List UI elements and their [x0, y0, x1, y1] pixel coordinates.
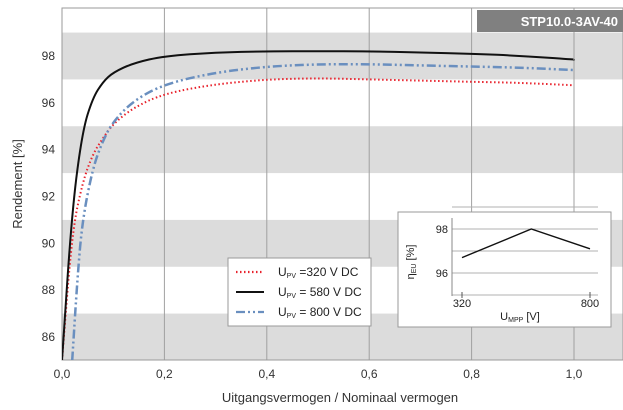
inset-chart: 96 98 320 800 ηEU [%] UMPP [V] [397, 206, 612, 328]
grid-band [62, 32, 623, 80]
efficiency-curves [62, 50, 576, 360]
x-axis-title: Uitgangsvermogen / Nominaal vermogen [222, 390, 458, 405]
legend-label: UPV = 580 V DC [278, 285, 362, 300]
y-axis-title: Rendement [%] [10, 139, 25, 229]
y-axis-ticks: 86 88 90 92 94 96 98 [42, 49, 56, 344]
x-axis-ticks: 0,0 0,2 0,4 0,6 0,8 1,0 [54, 367, 583, 381]
y-tick-label: 92 [42, 190, 56, 204]
x-tick-label: 0,0 [54, 367, 71, 381]
x-tick-label: 0,8 [463, 367, 480, 381]
y-tick-label: 88 [42, 283, 56, 297]
inset-series-line [461, 228, 591, 259]
inset-x-axis-title: UMPP [V] [500, 311, 540, 324]
model-label: STP10.0-3AV-40 [521, 14, 618, 29]
inset-y-tick-label: 96 [436, 268, 448, 280]
x-tick-label: 0,6 [361, 367, 378, 381]
inset-y-tick-label: 98 [436, 224, 448, 236]
y-tick-label: 94 [42, 143, 56, 157]
x-tick-label: 1,0 [566, 367, 583, 381]
x-tick-label: 0,4 [258, 367, 275, 381]
y-tick-label: 98 [42, 49, 56, 63]
plot-frame [61, 7, 623, 361]
y-tick-label: 86 [42, 330, 56, 344]
model-label-box [477, 10, 623, 32]
legend-label: UPV = 800 V DC [278, 305, 362, 320]
inset-x-tick-label: 800 [581, 298, 599, 310]
grid-band [62, 126, 623, 174]
y-tick-label: 96 [42, 96, 56, 110]
inset-box [397, 211, 612, 328]
series-line-2 [70, 62, 576, 360]
inset-y-axis-title: ηEU [%] [405, 245, 418, 280]
series-line-0 [62, 77, 575, 360]
legend: UPV =320 V DC UPV = 580 V DC UPV = 800 V D… [227, 257, 372, 327]
series-line-1 [62, 50, 575, 360]
inset-x-tick-label: 320 [453, 298, 471, 310]
y-tick-label: 90 [42, 236, 56, 250]
legend-label: UPV =320 V DC [278, 265, 359, 280]
x-tick-label: 0,2 [156, 367, 173, 381]
